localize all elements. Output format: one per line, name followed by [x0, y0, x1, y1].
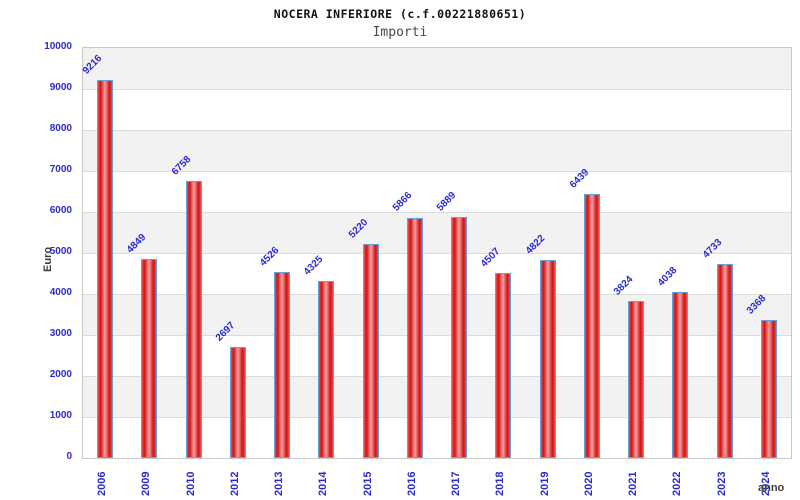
bar-value-label: 3824: [611, 274, 636, 298]
y-tick-label: 6000: [49, 205, 72, 216]
bar: [229, 347, 246, 458]
y-tick-label: 2000: [49, 369, 72, 380]
gridline: [83, 212, 791, 213]
x-tick-label: 2009: [140, 471, 153, 496]
x-tick-label: 2020: [582, 471, 595, 496]
x-axis-title: anno: [758, 482, 785, 494]
bar-value-label: 4507: [479, 246, 503, 270]
bar-value-label: 3368: [744, 292, 769, 317]
x-axis: 2006 2009 2010 2012 2013 2014 2015 2016 2017 2018…: [82, 459, 790, 499]
x-tick-label: 2023: [715, 471, 728, 496]
x-tick-label: 2014: [317, 471, 330, 496]
bar-value-label: 5889: [434, 189, 459, 214]
gridline: [83, 376, 791, 377]
bar-value-label: 5220: [346, 217, 370, 241]
bar-value-label: 6758: [169, 153, 193, 178]
x-tick-label: 2012: [228, 471, 241, 496]
y-tick-label: 1000: [49, 410, 72, 421]
y-tick-label: 7000: [49, 164, 72, 175]
bar: [760, 319, 777, 458]
x-tick-label: 2017: [450, 471, 463, 496]
bar-value-label: 4822: [523, 233, 547, 257]
y-tick-label: 5000: [49, 246, 72, 257]
x-tick-label: 2021: [627, 471, 640, 496]
y-tick-label: 4000: [49, 287, 72, 298]
x-tick-label: 2018: [494, 471, 507, 496]
y-tick-label: 9000: [49, 82, 72, 93]
gridline: [83, 294, 791, 295]
y-tick-label: 0: [66, 451, 72, 462]
bar-value-label: 2697: [213, 320, 238, 345]
bar: [583, 194, 600, 458]
x-tick-label: 2015: [361, 471, 374, 496]
bar: [451, 216, 468, 458]
bar: [97, 80, 114, 458]
x-tick-label: 2022: [671, 471, 684, 496]
bar: [628, 301, 645, 458]
x-tick-label: 2010: [184, 471, 197, 496]
gridline: [83, 171, 791, 172]
bar: [672, 292, 689, 458]
chart-title: NOCERA INFERIORE (c.f.00221880651): [273, 7, 527, 21]
bar-value-label: 9216: [80, 53, 105, 77]
y-tick-label: 3000: [49, 328, 72, 339]
bar: [716, 263, 733, 458]
bar-value-label: 4038: [656, 265, 680, 290]
bar: [406, 217, 423, 458]
bar-value-label: 4526: [257, 245, 282, 270]
x-tick-label: 2016: [405, 471, 418, 496]
y-tick-label: 8000: [49, 123, 72, 134]
bar: [141, 259, 158, 458]
bar-value-label: 4325: [302, 253, 326, 278]
bar-value-label: 4733: [700, 237, 724, 261]
gridline: [83, 130, 791, 131]
bar: [318, 280, 335, 458]
gridline: [83, 253, 791, 254]
x-tick-label: 2006: [96, 471, 109, 496]
bar: [495, 273, 512, 458]
gridline: [83, 335, 791, 336]
x-tick-label: 2013: [273, 471, 286, 496]
bar: [185, 180, 202, 458]
x-tick-label: 2019: [538, 471, 551, 496]
chart-subtitle: Importi: [372, 25, 428, 40]
gridline: [83, 89, 791, 90]
bar: [274, 272, 291, 458]
gridline: [83, 417, 791, 418]
bar: [362, 243, 379, 458]
y-tick-label: 10000: [44, 41, 72, 52]
plot-area: 9216 4849 6758 2697 4526 4325 5220 5866 5889 4507…: [80, 47, 792, 459]
bar: [539, 260, 556, 458]
